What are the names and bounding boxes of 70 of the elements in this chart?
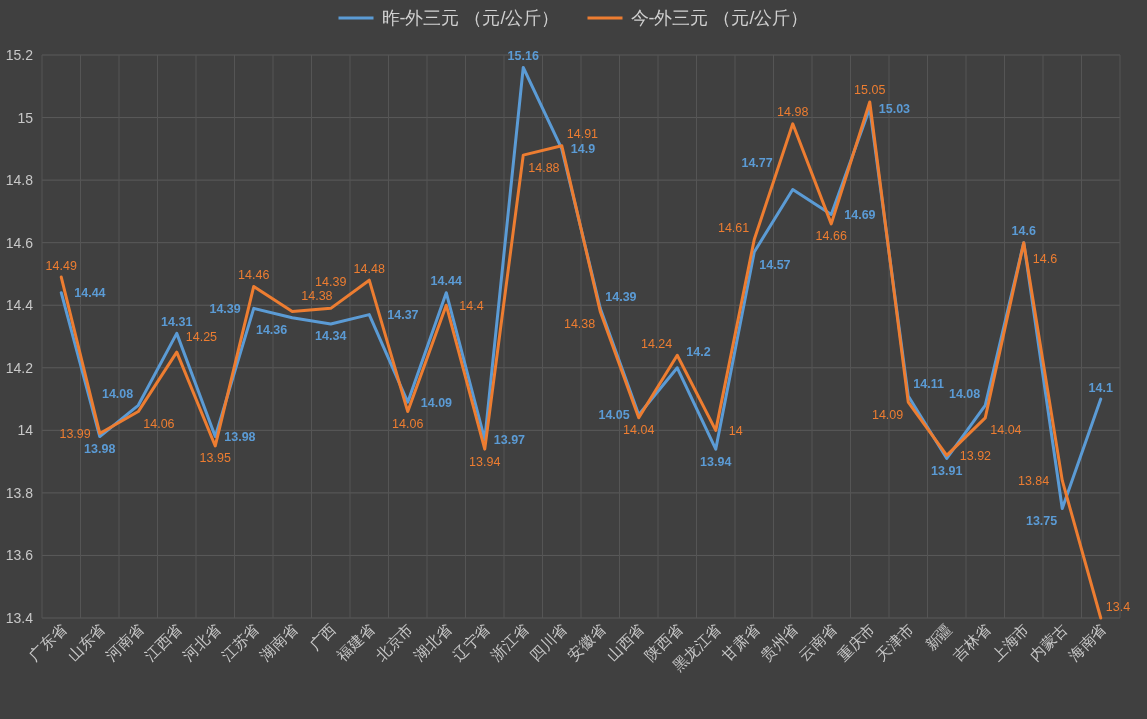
data-label: 14.46 — [238, 267, 270, 282]
data-label: 13.91 — [931, 463, 963, 478]
data-label: 14.38 — [301, 288, 333, 303]
data-label: 14.08 — [948, 386, 981, 401]
data-label: 14.25 — [185, 329, 218, 344]
y-tick-label: 14.4 — [5, 297, 34, 314]
data-label: 14.11 — [913, 377, 944, 392]
data-label: 13.97 — [493, 433, 526, 448]
data-label: 14.44 — [430, 274, 462, 289]
data-label: 14.37 — [387, 308, 419, 323]
data-label: 14.49 — [45, 258, 77, 273]
data-label: 14.39 — [209, 301, 241, 316]
data-label: 14 — [728, 423, 743, 438]
y-tick-label: 13.4 — [5, 610, 34, 626]
data-label: 13.75 — [1025, 514, 1058, 529]
data-label: 14.09 — [871, 407, 904, 422]
data-label: 14.9 — [570, 142, 596, 157]
data-label: 13.98 — [224, 430, 256, 445]
data-label: 15.05 — [854, 83, 886, 98]
data-label: 14.39 — [605, 289, 637, 304]
data-label: 14.69 — [844, 208, 876, 223]
y-tick-label: 15 — [17, 109, 34, 126]
data-label: 14.88 — [528, 160, 560, 175]
data-label: 14.48 — [353, 261, 385, 276]
y-tick-label: 14.2 — [5, 359, 34, 376]
x-tick-label: 天津市 — [872, 620, 917, 664]
data-label: 13.98 — [84, 442, 116, 457]
data-label: 14.61 — [717, 221, 750, 236]
data-label: 14.6 — [1032, 252, 1058, 267]
data-label: 13.92 — [959, 448, 992, 463]
y-tick-label: 14.8 — [5, 172, 34, 189]
data-label: 14.98 — [777, 105, 809, 120]
x-tick-label: 新疆 — [921, 620, 955, 654]
legend-label: 今-外三元 （元/公斤） — [630, 8, 809, 28]
y-tick-label: 14 — [17, 422, 34, 439]
data-label: 14.77 — [741, 155, 773, 170]
data-label: 14.31 — [161, 314, 193, 329]
data-label: 14.06 — [143, 417, 175, 432]
data-label: 14.34 — [315, 329, 347, 344]
data-label: 14.38 — [563, 316, 596, 331]
data-label: 13.94 — [700, 454, 732, 469]
data-label: 14.6 — [1011, 224, 1036, 239]
data-label: 14.09 — [420, 395, 453, 410]
data-label: 14.08 — [101, 386, 134, 401]
data-label: 13.94 — [469, 454, 501, 469]
data-label: 14.57 — [759, 257, 791, 272]
data-label: 13.4 — [1105, 599, 1131, 614]
data-label: 14.2 — [686, 345, 711, 360]
data-label: 13.99 — [59, 426, 91, 441]
data-label: 14.1 — [1088, 380, 1113, 395]
y-tick-label: 13.6 — [5, 547, 34, 564]
data-label: 14.39 — [315, 274, 347, 289]
data-label: 14.44 — [74, 286, 106, 301]
data-label: 14.24 — [640, 336, 673, 351]
data-label: 13.84 — [1017, 473, 1050, 488]
data-label: 14.91 — [566, 127, 599, 142]
data-label: 15.03 — [878, 101, 911, 116]
y-tick-label: 13.8 — [5, 484, 34, 501]
data-label: 15.16 — [507, 49, 539, 64]
data-label: 14.06 — [392, 417, 424, 432]
y-tick-label: 14.6 — [5, 234, 34, 251]
data-label: 14.66 — [815, 229, 847, 244]
legend-label: 昨-外三元 （元/公斤） — [381, 8, 560, 28]
y-tick-label: 15.2 — [5, 47, 34, 63]
data-label: 14.36 — [255, 323, 288, 338]
data-label: 14.04 — [990, 423, 1022, 438]
data-label: 14.04 — [623, 423, 655, 438]
data-label: 14.05 — [598, 408, 630, 423]
data-label: 14.4 — [459, 298, 484, 313]
data-label: 13.95 — [199, 451, 231, 466]
